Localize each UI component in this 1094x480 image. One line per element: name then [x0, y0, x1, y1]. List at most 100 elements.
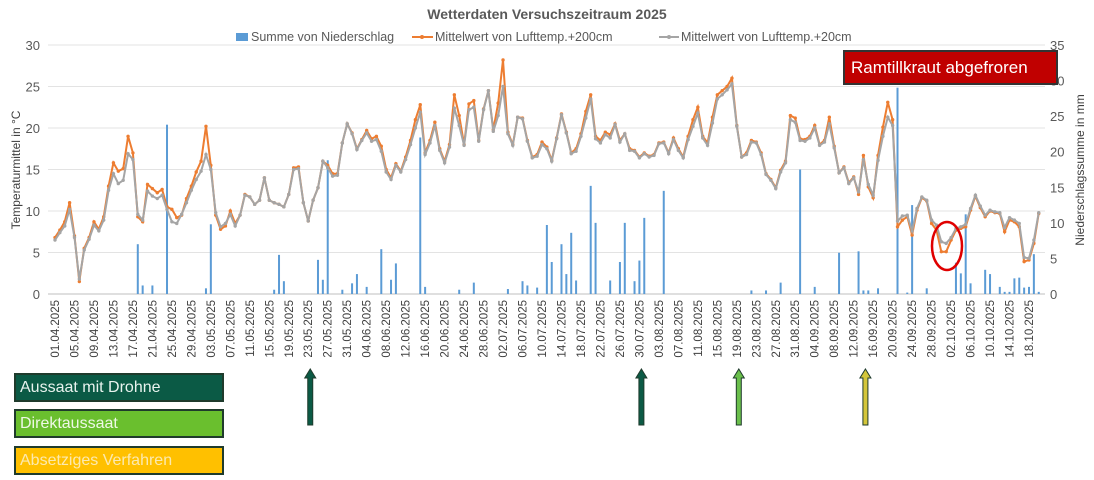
temp-point — [369, 139, 374, 143]
temp-point — [535, 154, 539, 158]
temp-point — [218, 225, 223, 229]
temp-point — [925, 198, 929, 202]
y-axis-left-label: Temperaturmittel in °C — [9, 110, 23, 229]
sowing-arrow — [732, 368, 746, 426]
temp-point — [817, 143, 822, 148]
temp-point — [978, 204, 982, 208]
temp-point — [813, 126, 817, 130]
legend-absetziges-verfahren: Absetziges Verfahren — [14, 446, 224, 475]
x-tick-label: 12.09.2025 — [849, 300, 861, 358]
temp-point — [301, 201, 306, 205]
y-tick-left: 10 — [26, 204, 40, 219]
x-tick-label: 13.04.2025 — [108, 300, 120, 358]
precip-bar — [862, 290, 865, 294]
x-tick-label: 31.05.2025 — [342, 300, 354, 358]
x-tick-label: 14.07.2025 — [556, 300, 568, 358]
temp-point — [793, 116, 797, 120]
precip-bar — [419, 137, 422, 294]
precip-bar — [506, 289, 509, 294]
x-tick-label: 04.09.2025 — [810, 300, 822, 358]
legend-label-temp200: Mittelwert von Lufttemp.+200cm — [435, 30, 613, 44]
x-tick-label: 20.09.2025 — [888, 300, 900, 358]
temp-point — [861, 157, 866, 162]
temp-point — [774, 186, 778, 191]
temp-point — [910, 229, 914, 233]
temp-point — [739, 155, 744, 159]
y-tick-right: 10 — [1050, 216, 1064, 231]
temp-point — [803, 139, 807, 143]
precip-bar — [521, 281, 524, 294]
temp-point — [360, 138, 364, 143]
precip-bar — [618, 261, 621, 294]
temp-point — [715, 93, 720, 97]
temp-point — [696, 105, 700, 109]
precip-bar — [799, 169, 802, 294]
temp-point — [608, 136, 612, 140]
temp-point — [827, 122, 832, 126]
precip-bar — [643, 217, 646, 294]
temp-point — [730, 82, 734, 86]
precip-bar — [536, 287, 539, 294]
y-tick-left: 30 — [26, 38, 40, 53]
precip-bar — [526, 285, 529, 294]
legend-label-temp20: Mittelwert von Lufttemp.+20cm — [681, 30, 852, 44]
temp-point — [102, 218, 106, 222]
temp-point — [209, 167, 213, 172]
y-tick-right: 0 — [1050, 287, 1057, 302]
x-tick-label: 07.08.2025 — [673, 300, 685, 358]
precip-bar — [560, 244, 563, 294]
temp-point — [593, 137, 598, 141]
temp-point — [861, 153, 866, 158]
temp-point — [145, 182, 150, 187]
temp-point — [126, 152, 130, 156]
temp-point — [998, 210, 1002, 215]
precip-bar — [959, 273, 962, 294]
temp-point — [662, 141, 666, 145]
precip-bar — [969, 283, 972, 294]
temp-point — [291, 167, 296, 172]
temp-point — [204, 152, 208, 157]
temp-point — [214, 210, 218, 215]
sowing-arrow — [635, 368, 648, 426]
y-tick-right: 25 — [1050, 109, 1064, 124]
temp-point — [92, 220, 96, 224]
temp-point — [554, 137, 559, 141]
precip-bar — [813, 286, 816, 294]
x-tick-label: 08.09.2025 — [829, 300, 841, 358]
temp-point — [788, 118, 793, 122]
precip-bar — [141, 285, 144, 294]
precip-bar — [1028, 286, 1030, 294]
precip-bar — [896, 87, 899, 294]
temp-point — [131, 151, 135, 155]
precip-bar — [326, 160, 329, 294]
temp-point — [637, 156, 642, 160]
precip-bar — [609, 280, 612, 294]
x-tick-label: 21.04.2025 — [147, 300, 159, 358]
y-tick-left: 0 — [33, 287, 40, 302]
precip-bar — [151, 285, 154, 294]
temp-point — [330, 174, 335, 178]
x-tick-label: 19.08.2025 — [732, 300, 744, 358]
temp-point — [165, 207, 169, 212]
temp-point — [627, 148, 632, 153]
x-tick-label: 11.08.2025 — [693, 300, 705, 357]
temp-point — [681, 156, 685, 160]
temp-point — [311, 198, 315, 202]
temp-point — [749, 140, 754, 144]
temp-point — [403, 157, 408, 162]
temp-point — [262, 176, 267, 180]
temp-point — [983, 213, 987, 217]
temp-point — [764, 172, 768, 177]
temp-point — [837, 171, 841, 175]
y-tick-left: 20 — [26, 121, 40, 136]
legend-label-precip: Summe von Niederschlag — [251, 30, 394, 44]
temp-point — [82, 248, 86, 252]
temp-point — [993, 210, 997, 214]
chart-title: Wetterdaten Versuchszeitraum 2025 — [427, 6, 667, 22]
x-tick-label: 28.09.2025 — [927, 300, 939, 358]
chart-legend: Summe von Niederschlag Mittelwert von Luf… — [236, 30, 852, 44]
temp-point — [705, 143, 710, 148]
temp-point — [769, 178, 773, 182]
precip-bar — [1003, 291, 1006, 294]
